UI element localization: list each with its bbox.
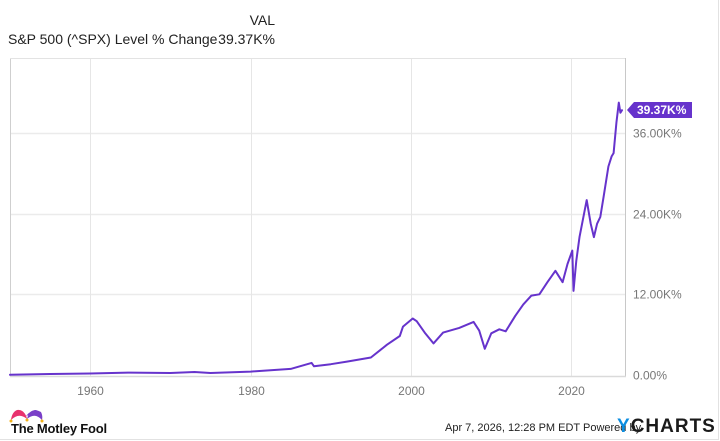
timestamp-text: Apr 7, 2026, 12:28 PM EDT xyxy=(445,422,580,434)
y-tick-label: 12.00K% xyxy=(633,288,682,302)
last-value-label: 39.37K% xyxy=(627,102,692,118)
motley-fool-logo-text: The Motley Fool xyxy=(11,421,107,436)
legend-series-name[interactable]: S&P 500 (^SPX) Level % Change xyxy=(8,31,218,47)
x-tick-label: 2000 xyxy=(398,384,425,398)
last-value-tag-shape xyxy=(627,102,692,118)
ycharts-wordmark: CHARTS xyxy=(630,416,716,437)
x-axis-labels: 1960 1980 2000 2020 xyxy=(77,384,585,398)
x-tick-label: 1980 xyxy=(238,384,265,398)
y-tick-label: 24.00K% xyxy=(633,208,682,222)
x-tick-label: 1960 xyxy=(77,384,104,398)
legend-column-header: VAL xyxy=(249,12,275,28)
x-tick-label: 2020 xyxy=(558,384,585,398)
ycharts-y-mark: Y xyxy=(617,416,631,437)
footer-timestamp: Apr 7, 2026, 12:28 PM EDT Powered by xyxy=(445,422,641,434)
y-tick-label: 0.00% xyxy=(633,369,667,383)
motley-fool-jester-icon xyxy=(9,409,44,423)
last-value-tag-text: 39.37K% xyxy=(637,103,687,117)
y-tick-label: 36.00K% xyxy=(633,127,682,141)
ycharts-logo[interactable]: YCHARTS xyxy=(617,416,716,438)
y-axis-labels: 0.00% 12.00K% 24.00K% 36.00K% xyxy=(633,127,682,383)
grid-lines xyxy=(10,58,625,376)
series-line[interactable] xyxy=(9,101,623,376)
legend-series-value: 39.37K% xyxy=(218,31,275,47)
powered-by-text: Powered by xyxy=(583,422,642,434)
